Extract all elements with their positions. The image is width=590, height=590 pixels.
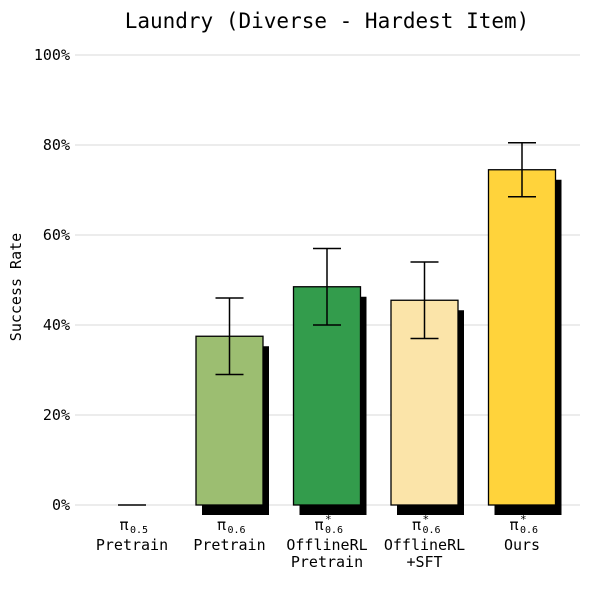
y-tick-label: 0% bbox=[52, 496, 70, 514]
category-symbol: π bbox=[119, 516, 128, 534]
category-superscript: * bbox=[520, 513, 527, 526]
bar-shadow-base bbox=[202, 504, 269, 515]
y-axis-label: Success Rate bbox=[7, 233, 25, 341]
bar-shadow-base bbox=[494, 504, 562, 515]
category-label-line: +SFT bbox=[406, 553, 442, 571]
category-symbol: π bbox=[412, 516, 421, 534]
y-axis-ticks: 0% 20% 40% 60% 80% 100% bbox=[34, 46, 70, 514]
chart-title: Laundry (Diverse - Hardest Item) bbox=[125, 9, 530, 33]
y-tick-label: 20% bbox=[43, 406, 70, 424]
category-subscript: 0.6 bbox=[228, 525, 246, 536]
bar bbox=[292, 286, 362, 506]
y-tick-label: 60% bbox=[43, 226, 70, 244]
bar-shadow-base bbox=[299, 504, 367, 515]
category-subscript: 0.6 bbox=[423, 525, 441, 536]
category-symbol: π bbox=[314, 516, 323, 534]
category-label-line: Pretrain bbox=[291, 553, 363, 571]
category-subscript: 0.5 bbox=[130, 525, 148, 536]
category-label-line: Pretrain bbox=[96, 536, 168, 554]
category-label-line: OfflineRL bbox=[286, 536, 367, 554]
y-tick-label: 40% bbox=[43, 316, 70, 334]
bars bbox=[118, 142, 562, 515]
category-subscript: 0.6 bbox=[520, 525, 538, 536]
category-label-line: Ours bbox=[504, 536, 540, 554]
y-tick-label: 100% bbox=[34, 46, 70, 64]
category-label-line: OfflineRL bbox=[384, 536, 465, 554]
category-symbol: π bbox=[217, 516, 226, 534]
bar-shadow-base bbox=[397, 504, 464, 515]
category-superscript: * bbox=[423, 513, 430, 526]
category-superscript: * bbox=[325, 513, 332, 526]
category-subscript: 0.6 bbox=[325, 525, 343, 536]
category-symbol: π bbox=[509, 516, 518, 534]
bar bbox=[487, 169, 557, 506]
y-tick-label: 80% bbox=[43, 136, 70, 154]
category-label-line: Pretrain bbox=[193, 536, 265, 554]
